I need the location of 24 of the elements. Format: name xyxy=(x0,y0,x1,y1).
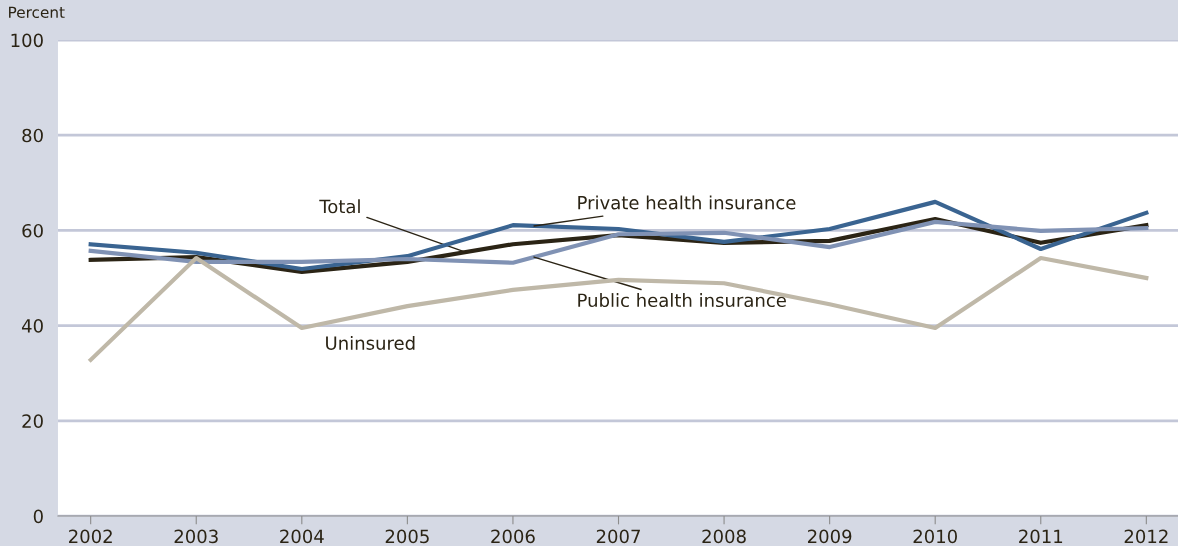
y-axis-title: Percent xyxy=(9,6,65,19)
text: Total xyxy=(319,199,360,214)
y-tick-label: 20 xyxy=(22,414,43,428)
x-tick-label: 2012 xyxy=(1124,529,1168,544)
x-tick-label: 2006 xyxy=(491,529,535,544)
y-tick-label: 0 xyxy=(33,509,43,524)
y-tick-label: 80 xyxy=(22,128,43,143)
line-series xyxy=(88,255,1149,362)
series-label: Private health insurance xyxy=(578,195,796,210)
x-tick-label: 2008 xyxy=(702,529,746,544)
y-tick-label: 60 xyxy=(22,223,43,238)
y-tick-label: 40 xyxy=(21,319,43,333)
x-tick-label: 2009 xyxy=(807,529,852,544)
x-tick-label: 2004 xyxy=(280,529,324,544)
text: Public health insurance xyxy=(578,293,786,308)
x-tick-label: 2005 xyxy=(385,529,429,544)
x-tick-label: 2011 xyxy=(1019,529,1063,544)
x-tick-label: 2002 xyxy=(69,529,112,544)
x-tick-label: 2007 xyxy=(596,529,640,544)
x-tick-label: 2010 xyxy=(913,529,957,544)
line-series xyxy=(88,219,1149,265)
series-label: Uninsured xyxy=(326,335,415,350)
x-tick-label: 2003 xyxy=(174,529,218,544)
y-tick-label: 100 xyxy=(11,33,43,48)
